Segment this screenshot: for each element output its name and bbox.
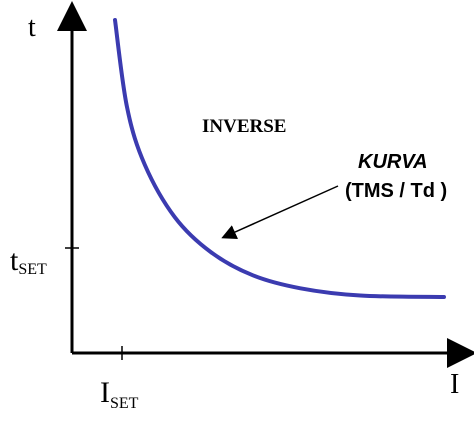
inverse-curve xyxy=(113,18,446,299)
annotation-line2: (TMS / Td ) xyxy=(345,180,447,202)
y-axis-label: t xyxy=(28,12,36,43)
y-tick-label: tSET xyxy=(10,244,47,278)
x-tick-label-main: I xyxy=(100,376,110,409)
y-tick-label-sub: SET xyxy=(18,261,47,278)
annotation-line1: KURVA xyxy=(358,151,428,173)
x-axis-label: I xyxy=(450,369,459,400)
annotation-arrow xyxy=(221,185,339,239)
y-tick-label-main: t xyxy=(10,244,19,277)
x-tick-label: ISET xyxy=(100,376,139,412)
region-label: INVERSE xyxy=(202,116,286,137)
x-tick-label-sub: SET xyxy=(110,395,139,412)
